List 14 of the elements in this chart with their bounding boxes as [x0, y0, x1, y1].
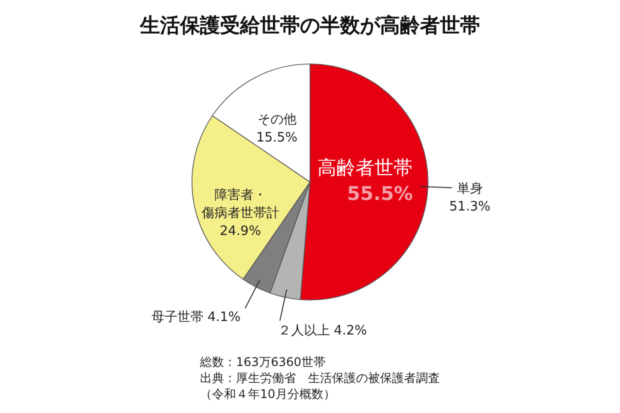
slice-label: 母子世帯 4.1% [151, 310, 241, 326]
slice-label: 単身 [456, 182, 483, 197]
text: 総数：163万6360世帯 [199, 355, 326, 369]
data-label: 51.3% [449, 200, 491, 215]
text: 高齢者世帯 [318, 157, 412, 179]
text: 55.5% [347, 183, 413, 205]
chart-title: 生活保護受給世帯の半数が高齢者世帯 [139, 13, 480, 37]
data-label: 24.9% [220, 224, 262, 240]
source-note: 出典：厚生労働省 生活保護の被保護者調査 [200, 371, 440, 385]
slice-label: ２人以上 4.2% [278, 324, 367, 339]
text: （令和４年10月分概数） [200, 387, 336, 401]
slice-label: 障害者・傷病者世帯計 [200, 187, 280, 222]
slice-label: その他 [257, 112, 296, 128]
data-label: 15.5% [256, 130, 298, 146]
